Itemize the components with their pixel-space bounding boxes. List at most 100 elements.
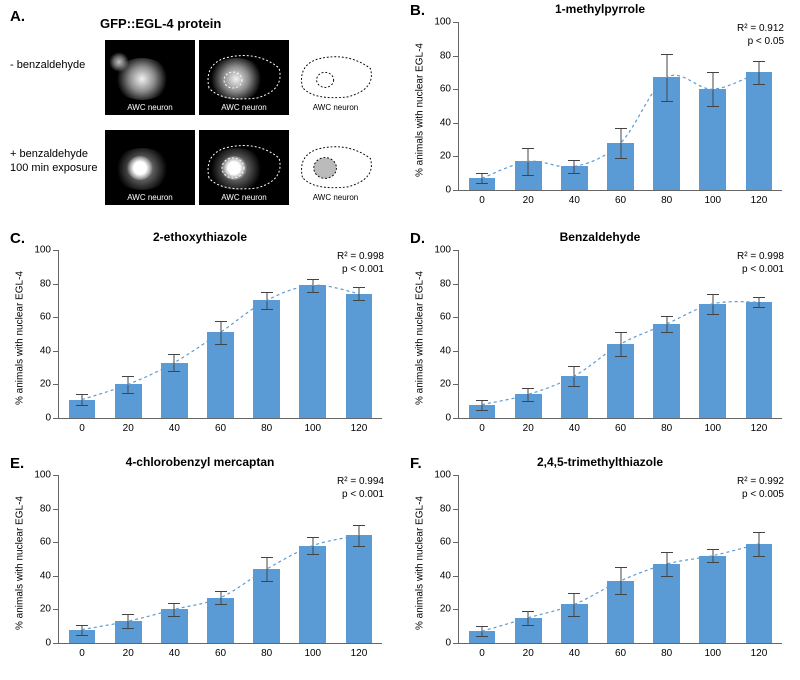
chart-title: Benzaldehyde — [410, 230, 790, 244]
y-tick-label: 40 — [40, 570, 51, 581]
microscopy-caption: AWC neuron — [199, 193, 289, 202]
chart-title: 1-methylpyrrole — [410, 2, 790, 16]
bar — [653, 324, 680, 418]
error-bar — [312, 279, 313, 292]
p-value: p < 0.001 — [337, 263, 384, 276]
error-bar — [666, 552, 667, 576]
x-tick-label: 40 — [569, 648, 580, 659]
y-tick-label: 40 — [440, 345, 451, 356]
panel-e: E.4-chlorobenzyl mercaptan% animals with… — [10, 455, 390, 670]
microscopy-image-outlined: AWC neuron — [199, 130, 289, 205]
y-tick-label: 100 — [434, 245, 451, 256]
chart-title: 2,4,5-trimethylthiazole — [410, 455, 790, 469]
x-tick-label: 80 — [661, 423, 672, 434]
y-tick-label: 40 — [440, 117, 451, 128]
y-tick-label: 60 — [40, 537, 51, 548]
y-tick-label: 20 — [440, 379, 451, 390]
y-tick-label: 60 — [440, 537, 451, 548]
error-bar — [528, 388, 529, 401]
x-tick-label: 100 — [704, 195, 721, 206]
error-bar — [528, 611, 529, 624]
y-tick-label: 20 — [40, 604, 51, 615]
error-bar — [758, 61, 759, 85]
y-tick-label: 80 — [40, 278, 51, 289]
chart-title: 2-ethoxythiazole — [10, 230, 390, 244]
error-bar — [620, 332, 621, 356]
chart-title: 4-chlorobenzyl mercaptan — [10, 455, 390, 469]
x-tick-label: 40 — [569, 423, 580, 434]
plot: 020406080100020406080100120 — [458, 22, 782, 191]
error-bar — [482, 400, 483, 410]
bar — [346, 535, 373, 643]
chart-area: 020406080100020406080100120 — [458, 250, 782, 419]
error-bar — [174, 603, 175, 616]
y-tick-label: 40 — [40, 345, 51, 356]
stat-text: R² = 0.998p < 0.001 — [737, 250, 784, 276]
bar — [207, 332, 234, 418]
y-tick-label: 0 — [45, 638, 51, 649]
schematic-caption: AWC neuron — [293, 103, 378, 112]
error-bar — [620, 567, 621, 594]
stat-text: R² = 0.998p < 0.001 — [337, 250, 384, 276]
y-tick-label: 0 — [445, 185, 451, 196]
error-bar — [758, 532, 759, 556]
error-bar — [712, 72, 713, 106]
error-bar — [128, 614, 129, 627]
p-value: p < 0.001 — [337, 488, 384, 501]
error-bar — [574, 593, 575, 617]
bar — [746, 544, 773, 643]
bar — [299, 546, 326, 643]
r2-value: R² = 0.912 — [737, 22, 784, 35]
x-tick-label: 120 — [751, 648, 768, 659]
error-bar — [266, 557, 267, 581]
error-bar — [358, 525, 359, 545]
y-axis-label: % animals with nuclear EGL-4 — [415, 258, 426, 418]
r2-value: R² = 0.998 — [337, 250, 384, 263]
error-bar — [666, 316, 667, 333]
stat-text: R² = 0.994p < 0.001 — [337, 475, 384, 501]
y-tick-label: 80 — [440, 278, 451, 289]
plot: 020406080100020406080100120 — [58, 250, 382, 419]
error-bar — [482, 173, 483, 183]
x-tick-label: 40 — [169, 648, 180, 659]
x-tick-label: 20 — [123, 648, 134, 659]
y-tick-label: 100 — [34, 245, 51, 256]
panel-a-row1-label: - benzaldehyde — [10, 59, 110, 73]
x-tick-label: 0 — [79, 423, 85, 434]
p-value: p < 0.05 — [737, 35, 784, 48]
bar — [699, 556, 726, 643]
error-bar — [620, 128, 621, 158]
error-bar — [82, 394, 83, 404]
error-bar — [128, 376, 129, 393]
x-tick-label: 0 — [479, 195, 485, 206]
y-tick-label: 0 — [445, 638, 451, 649]
y-axis-label: % animals with nuclear EGL-4 — [415, 30, 426, 190]
error-bar — [712, 294, 713, 314]
chart-area: 020406080100020406080100120 — [58, 250, 382, 419]
error-bar — [358, 287, 359, 300]
r2-value: R² = 0.992 — [737, 475, 784, 488]
x-tick-label: 100 — [304, 423, 321, 434]
y-axis-label: % animals with nuclear EGL-4 — [15, 483, 26, 643]
y-tick-label: 0 — [45, 413, 51, 424]
panel-c: C.2-ethoxythiazole% animals with nuclear… — [10, 230, 390, 445]
chart-area: 020406080100020406080100120 — [458, 22, 782, 191]
error-bar — [574, 160, 575, 173]
bar — [299, 285, 326, 418]
schematic-image: AWC neuron — [293, 40, 378, 115]
panel-b: B.1-methylpyrrole% animals with nuclear … — [410, 2, 790, 217]
microscopy-caption: AWC neuron — [105, 103, 195, 112]
bar — [746, 72, 773, 190]
y-axis-label: % animals with nuclear EGL-4 — [15, 258, 26, 418]
y-tick-label: 80 — [440, 503, 451, 514]
p-value: p < 0.005 — [737, 488, 784, 501]
panel-a-title: GFP::EGL-4 protein — [100, 16, 221, 31]
x-tick-label: 20 — [523, 423, 534, 434]
bar — [699, 304, 726, 418]
y-axis-label: % animals with nuclear EGL-4 — [415, 483, 426, 643]
x-tick-label: 60 — [215, 648, 226, 659]
x-tick-label: 20 — [523, 648, 534, 659]
error-bar — [574, 366, 575, 386]
y-tick-label: 80 — [40, 503, 51, 514]
y-tick-label: 0 — [445, 413, 451, 424]
